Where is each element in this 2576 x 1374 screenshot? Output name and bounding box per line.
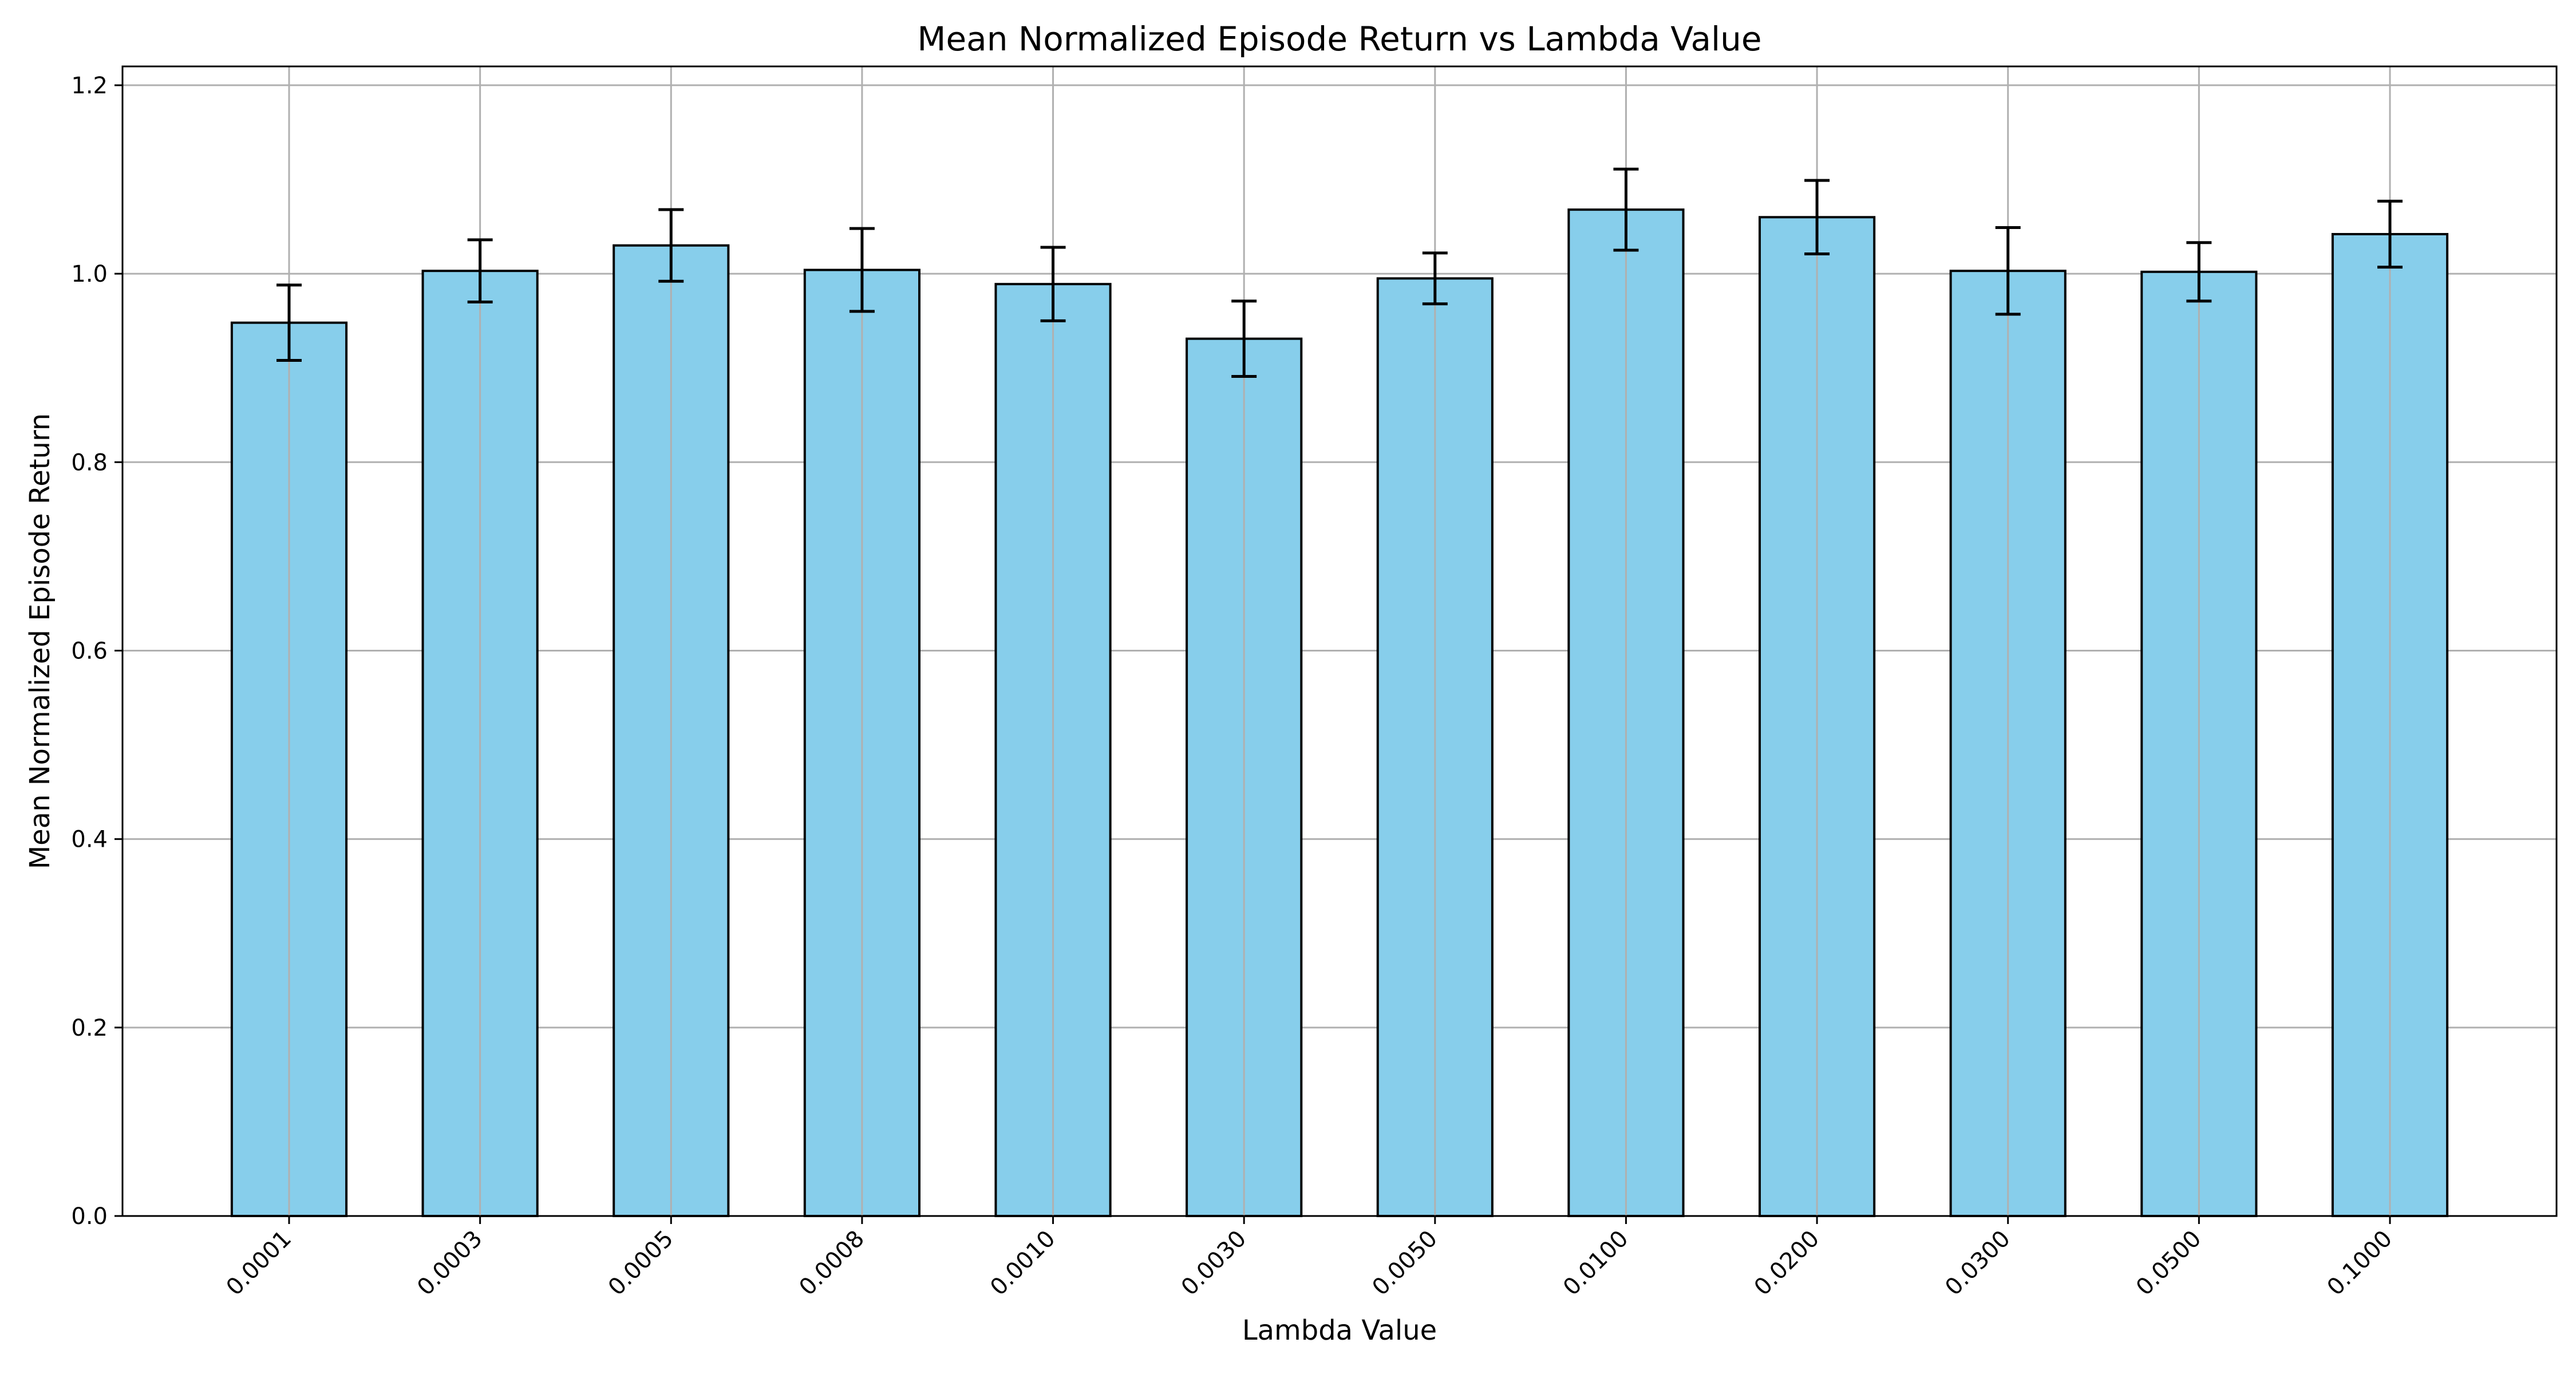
- y-tick-label: 0.4: [71, 827, 108, 853]
- y-axis-label: Mean Normalized Episode Return: [24, 413, 56, 870]
- x-tick-label: 0.0500: [2131, 1226, 2206, 1301]
- x-axis-ticks: 0.0001 0.0003 0.0005 0.0008 0.0010 0.0030 0.00…: [222, 1216, 2398, 1301]
- x-axis-label: Lambda Value: [1242, 1314, 1437, 1347]
- x-tick-label: 0.0003: [412, 1226, 487, 1301]
- error-bars: [276, 167, 2403, 378]
- y-tick-label: 0.6: [71, 638, 108, 664]
- y-axis-ticks: 0.0 0.2 0.4 0.6 0.8 1.0 1.2: [71, 73, 123, 1230]
- x-tick-label: 0.0001: [222, 1226, 297, 1301]
- x-tick-label: 0.1000: [2322, 1226, 2398, 1301]
- x-tick-label: 0.0300: [1940, 1226, 2015, 1301]
- y-tick-label: 0.2: [71, 1015, 108, 1041]
- y-tick-label: 1.0: [71, 261, 108, 287]
- x-tick-label: 0.0200: [1749, 1226, 1824, 1301]
- y-tick-label: 1.2: [71, 73, 108, 99]
- y-tick-label: 0.8: [71, 449, 108, 476]
- chart-title: Mean Normalized Episode Return vs Lambda…: [917, 19, 1761, 58]
- x-tick-label: 0.0030: [1176, 1226, 1251, 1301]
- x-tick-label: 0.0050: [1367, 1226, 1442, 1301]
- plot-frame: [121, 65, 2558, 1217]
- x-tick-label: 0.0005: [603, 1226, 678, 1301]
- y-tick-label: 0.0: [71, 1203, 108, 1230]
- x-tick-label: 0.0100: [1558, 1226, 1633, 1301]
- bars: [230, 66, 2449, 1218]
- x-tick-label: 0.0010: [985, 1226, 1060, 1301]
- x-tick-label: 0.0008: [794, 1226, 869, 1301]
